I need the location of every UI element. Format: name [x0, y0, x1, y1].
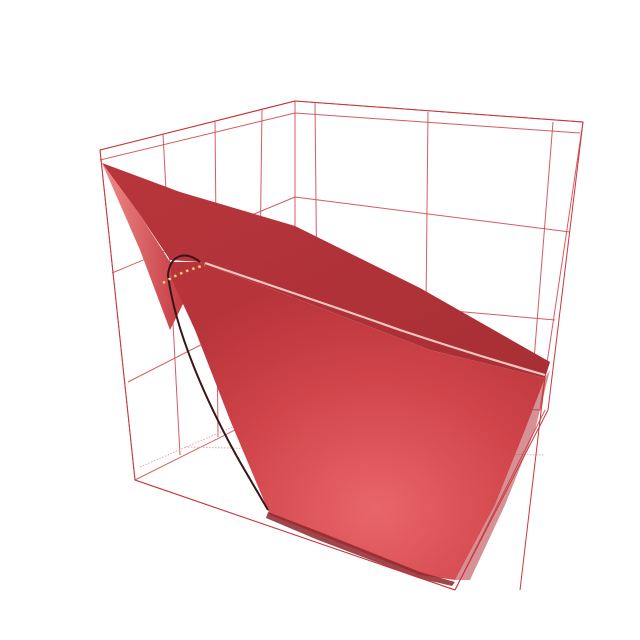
- contour-lines: [162, 254, 546, 511]
- contour-dark: [166, 254, 269, 511]
- grid-line: [99, 112, 296, 161]
- surface-right-shade: [455, 370, 550, 580]
- frame-edge: [519, 377, 546, 591]
- grid-line: [294, 112, 581, 134]
- frame-edge: [294, 100, 584, 123]
- surface-bottom-edge: [266, 512, 455, 586]
- grid-line: [294, 196, 571, 233]
- floor-grid-line: [139, 399, 296, 468]
- contour-light: [204, 261, 546, 377]
- frame-edge: [99, 149, 136, 481]
- surface: [102, 163, 550, 586]
- surface-front-face: [170, 262, 545, 580]
- contour-marker: [162, 263, 206, 284]
- surface-left-face: [102, 163, 185, 330]
- frame-edge: [547, 121, 584, 411]
- frame-edge: [454, 409, 549, 591]
- surface-top-face: [102, 163, 550, 378]
- box-grid-front: [99, 100, 584, 591]
- frame-edge: [99, 100, 296, 151]
- frame-edge: [134, 479, 456, 591]
